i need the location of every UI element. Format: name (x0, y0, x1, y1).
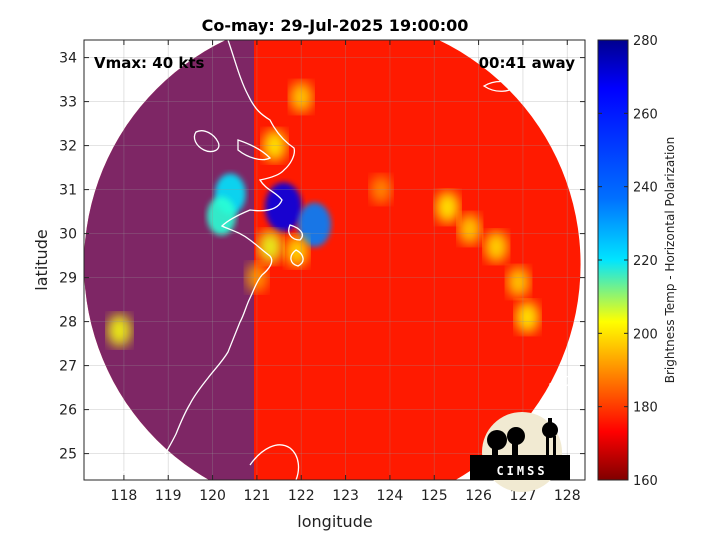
x-axis-ticks: 118 119 120 121 122 123 124 125 126 127 128 (111, 40, 581, 504)
convection-feature (484, 231, 508, 263)
y-tick-label: 27 (59, 359, 77, 375)
convection-feature (264, 182, 303, 232)
convection-feature (507, 266, 530, 298)
colorbar-tick-label: 260 (633, 107, 658, 122)
time-away-annotation: 00:41 away (479, 54, 576, 72)
x-tick-label: 126 (465, 488, 492, 504)
coastline (115, 40, 577, 480)
y-tick-label: 28 (59, 315, 77, 331)
convection-feature (246, 263, 268, 292)
y-axis-label: latitude (32, 229, 51, 290)
y-tick-label: 29 (59, 271, 77, 287)
x-tick-label: 119 (155, 488, 182, 504)
cimss-logo: CIMSS (470, 412, 570, 492)
y-tick-label: 26 (59, 403, 77, 419)
convection-features (107, 82, 540, 347)
chart-title: Co-may: 29-Jul-2025 19:00:00 (202, 16, 469, 35)
grid (84, 40, 585, 480)
x-tick-label: 122 (288, 488, 315, 504)
x-tick-label: 123 (332, 488, 359, 504)
vmax-annotation: Vmax: 40 kts (94, 54, 204, 72)
cimss-logo-text: CIMSS (496, 464, 547, 478)
colorbar (597, 39, 629, 481)
convection-feature (297, 202, 332, 247)
convection-feature (435, 191, 460, 223)
convection-feature (370, 175, 392, 204)
convection-feature (289, 82, 313, 113)
colorbar-tick-label: 280 (633, 34, 658, 49)
x-axis-label: longitude (297, 512, 372, 531)
convection-feature (107, 314, 132, 347)
colorbar-tick-label: 200 (633, 327, 658, 342)
colorbar-label: Brightness Temp - Horizontal Polarizatio… (663, 137, 677, 384)
convection-feature (515, 301, 540, 333)
convection-feature (458, 214, 482, 245)
y-tick-label: 33 (59, 95, 77, 111)
colorbar-tick-label: 180 (633, 401, 658, 416)
axes-frame (83, 39, 586, 481)
convection-feature (257, 230, 283, 264)
x-tick-label: 120 (199, 488, 226, 504)
colorbar-ticks: 160 180 200 220 240 260 280 (598, 34, 658, 489)
y-tick-label: 25 (59, 447, 77, 463)
x-tick-label: 127 (510, 488, 537, 504)
swath (84, 40, 581, 480)
x-tick-label: 128 (554, 488, 581, 504)
convection-feature (206, 196, 236, 236)
y-tick-label: 32 (59, 139, 77, 155)
colorbar-tick-label: 160 (633, 474, 658, 489)
x-tick-label: 125 (421, 488, 448, 504)
y-tick-label: 31 (59, 183, 77, 199)
y-tick-label: 34 (59, 51, 77, 67)
x-tick-label: 121 (244, 488, 271, 504)
y-axis-ticks: 25 26 27 28 29 30 31 32 33 34 (59, 51, 585, 463)
y-tick-label: 30 (59, 227, 77, 243)
colorbar-tick-label: 240 (633, 181, 658, 196)
x-tick-label: 124 (377, 488, 404, 504)
convection-feature (262, 129, 287, 162)
x-tick-label: 118 (111, 488, 138, 504)
colorbar-tick-label: 220 (633, 254, 658, 269)
